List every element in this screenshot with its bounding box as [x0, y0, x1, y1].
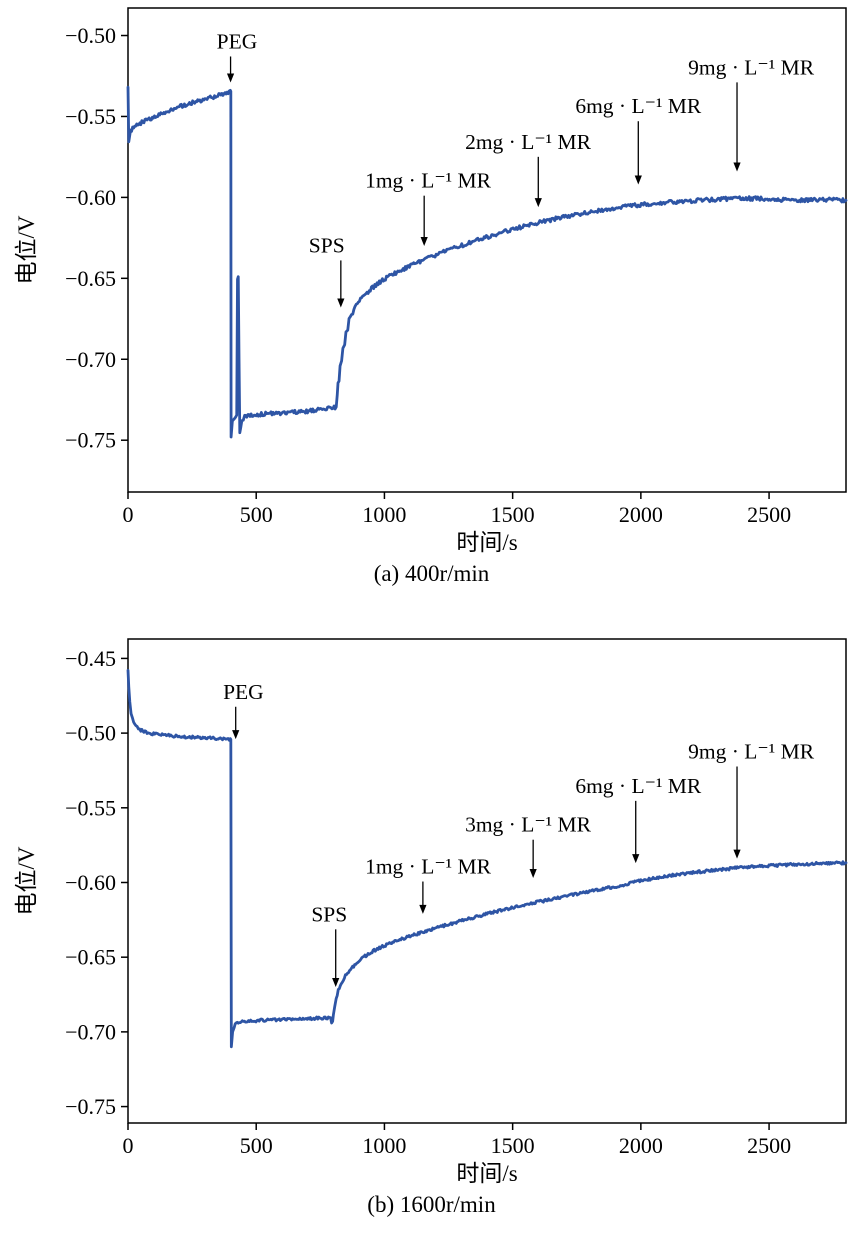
y-tick-label: −0.70	[65, 1019, 116, 1044]
x-tick-label: 2500	[747, 1133, 791, 1158]
x-tick-label: 1500	[491, 502, 535, 527]
annotation-arrow-head	[534, 198, 542, 208]
x-tick-label: 0	[123, 1133, 134, 1158]
annotation-label: 3mg · L⁻¹ MR	[465, 813, 592, 837]
annotation: 2mg · L⁻¹ MR	[465, 130, 592, 208]
chart-b: 0 500 1000 1500 2000 2500 −0.45 −0.50 −0.55 −0.60…	[0, 631, 863, 1218]
annotation-label: PEG	[217, 29, 258, 53]
annotation: PEG	[217, 29, 258, 83]
annotation: SPS	[309, 233, 345, 308]
annotation: 1mg · L⁻¹ MR	[365, 855, 492, 914]
x-axis-ticks: 0 500 1000 1500 2000 2500	[123, 1123, 791, 1158]
annotation: SPS	[311, 902, 347, 988]
data-line	[126, 668, 848, 1049]
annotation-arrow-head	[337, 298, 345, 308]
y-tick-label: −0.55	[65, 104, 116, 129]
annotation: 9mg · L⁻¹ MR	[688, 740, 815, 859]
x-tick-label: 1500	[491, 1133, 535, 1158]
annotation-arrow-head	[420, 236, 428, 246]
annotation-arrow-head	[529, 869, 537, 879]
x-tick-label: 1000	[362, 1133, 406, 1158]
annotation-label: 9mg · L⁻¹ MR	[688, 55, 815, 79]
y-tick-label: −0.65	[65, 945, 116, 970]
chart-b-caption: (b) 1600r/min	[367, 1192, 496, 1217]
figure-page: 0 500 1000 1500 2000 2500 −0.50 −0.55 −0.60 −0.65…	[0, 0, 863, 1218]
chart-b-plot: 0 500 1000 1500 2000 2500 −0.45 −0.50 −0.55 −0.60…	[14, 638, 848, 1186]
chart-a: 0 500 1000 1500 2000 2500 −0.50 −0.55 −0.60 −0.65…	[0, 0, 863, 587]
annotation-arrow-head	[419, 904, 427, 914]
y-axis-label: 电位/V	[14, 215, 39, 284]
x-axis-label: 时间/s	[456, 530, 517, 555]
y-axis-ticks: −0.50 −0.55 −0.60 −0.65 −0.70 −0.75	[65, 23, 128, 453]
data-line	[126, 85, 848, 439]
annotation: PEG	[223, 680, 264, 740]
y-tick-label: −0.45	[65, 646, 116, 671]
annotation: 9mg · L⁻¹ MR	[688, 55, 815, 172]
annotation-label: 1mg · L⁻¹ MR	[365, 855, 492, 879]
annotation-label: SPS	[309, 233, 345, 257]
annotation-arrow-head	[733, 849, 741, 859]
y-axis-label: 电位/V	[14, 846, 39, 915]
annotation-label: 6mg · L⁻¹ MR	[575, 774, 702, 798]
annotation-arrow-head	[332, 978, 340, 988]
annotation-label: 1mg · L⁻¹ MR	[365, 169, 492, 193]
annotation-label: 2mg · L⁻¹ MR	[465, 130, 592, 154]
plot-border	[127, 7, 847, 493]
annotation: 3mg · L⁻¹ MR	[465, 813, 592, 879]
x-tick-label: 500	[240, 1133, 273, 1158]
x-tick-label: 2500	[747, 502, 791, 527]
y-tick-label: −0.60	[65, 185, 116, 210]
annotation-arrow-head	[634, 175, 642, 185]
y-tick-label: −0.60	[65, 870, 116, 895]
annotation-label: 9mg · L⁻¹ MR	[688, 740, 815, 764]
annotation: 1mg · L⁻¹ MR	[365, 169, 492, 246]
annotation-label: PEG	[223, 680, 264, 704]
annotation-arrow-head	[232, 730, 240, 740]
x-tick-label: 2000	[619, 1133, 663, 1158]
x-axis-ticks: 0 500 1000 1500 2000 2500	[123, 492, 791, 527]
y-tick-label: −0.75	[65, 1094, 116, 1119]
y-tick-label: −0.70	[65, 347, 116, 372]
x-tick-label: 2000	[619, 502, 663, 527]
x-tick-label: 500	[240, 502, 273, 527]
y-tick-label: −0.55	[65, 795, 116, 820]
annotation-arrow-head	[733, 162, 741, 172]
annotation: 6mg · L⁻¹ MR	[575, 774, 702, 864]
y-tick-label: −0.75	[65, 428, 116, 453]
x-tick-label: 1000	[362, 502, 406, 527]
annotation-arrow-head	[632, 854, 640, 864]
y-tick-label: −0.50	[65, 23, 116, 48]
chart-a-plot: 0 500 1000 1500 2000 2500 −0.50 −0.55 −0.60 −0.65…	[14, 7, 848, 555]
annotation-label: SPS	[311, 902, 347, 926]
y-tick-label: −0.50	[65, 721, 116, 746]
annotation: 6mg · L⁻¹ MR	[575, 94, 702, 185]
y-axis-ticks: −0.45 −0.50 −0.55 −0.60 −0.65 −0.70 −0.75	[65, 646, 128, 1119]
annotation-label: 6mg · L⁻¹ MR	[575, 94, 702, 118]
annotation-arrow-head	[226, 73, 235, 83]
x-axis-label: 时间/s	[456, 1161, 517, 1186]
plot-border	[127, 638, 847, 1124]
y-tick-label: −0.65	[65, 266, 116, 291]
x-tick-label: 0	[123, 502, 134, 527]
chart-a-caption: (a) 400r/min	[373, 561, 490, 586]
